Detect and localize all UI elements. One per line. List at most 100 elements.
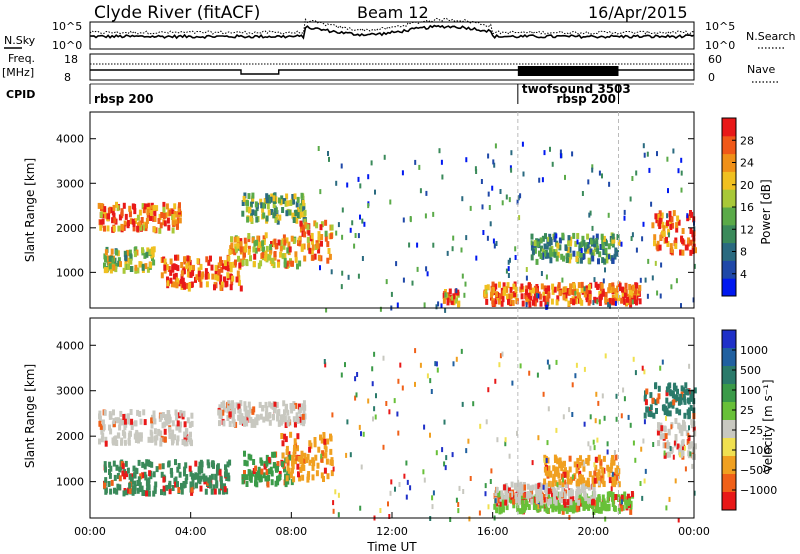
cell-0-17 — [129, 218, 133, 225]
cell-9-65 — [687, 407, 691, 414]
cell-9-22 — [657, 385, 661, 392]
sparse-63 — [416, 242, 419, 248]
cell-9-5 — [677, 219, 681, 226]
sparse-109 — [507, 266, 510, 272]
cell-7-249 — [568, 288, 572, 295]
noise-search-line — [89, 17, 695, 35]
cell-1-112 — [115, 464, 119, 471]
cell-6-170 — [535, 497, 539, 504]
cell-7-192 — [528, 301, 532, 308]
cell-1-25 — [143, 463, 147, 470]
cell-5-111 — [623, 491, 627, 498]
cell-5-51 — [315, 242, 319, 249]
cell-7-187 — [533, 300, 537, 307]
cell-0-14 — [155, 205, 159, 212]
cell-2-3 — [167, 266, 171, 272]
cell-5-31 — [324, 219, 328, 226]
cell-7-264 — [632, 284, 635, 291]
cell-4-4 — [261, 206, 265, 213]
sparse-68 — [353, 243, 356, 249]
cell-7-47 — [524, 293, 528, 299]
cell-7-184 — [623, 298, 627, 305]
cell-8-40 — [568, 246, 572, 253]
cell-3-113 — [228, 249, 232, 255]
cell-0-107 — [128, 211, 132, 218]
cell-2-22 — [199, 263, 203, 270]
sparse-63 — [430, 389, 433, 394]
sparse-95 — [537, 293, 540, 299]
cell-8-85 — [549, 239, 553, 246]
cell-0-97 — [134, 420, 137, 427]
cell-6-8 — [494, 490, 498, 497]
sparse-41 — [540, 271, 543, 276]
cell-4-20 — [285, 193, 289, 200]
cell-4-48 — [269, 196, 273, 203]
cpid-program-2: rbsp 200 — [557, 92, 616, 106]
cell-2-109 — [224, 281, 228, 288]
cell-7-99 — [579, 455, 582, 462]
cell-6-155 — [528, 492, 532, 499]
cell-1-192 — [207, 462, 211, 469]
sparse-76 — [634, 370, 637, 376]
cell-2-99 — [249, 416, 253, 423]
cell-3-55 — [249, 255, 252, 262]
cell-8-66 — [680, 430, 684, 437]
cell-7-233 — [638, 285, 642, 291]
cell-0-69 — [150, 205, 154, 212]
cell-6-149 — [495, 487, 499, 493]
cell-8-143 — [535, 258, 539, 265]
sparse-87 — [489, 221, 492, 227]
cell-8-147 — [611, 233, 615, 240]
cell-4-16 — [291, 467, 294, 474]
cell-2-78 — [254, 417, 258, 424]
sparse-153 — [615, 393, 618, 399]
sparse-47 — [484, 491, 487, 497]
cell-7-267 — [535, 288, 539, 295]
cell-2-136 — [296, 417, 300, 424]
cell-9-63 — [676, 215, 680, 222]
cell-1-78 — [104, 249, 108, 256]
cell-8-106 — [553, 232, 557, 239]
cell-6-158 — [523, 484, 526, 491]
cell-3-73 — [257, 242, 261, 248]
cell-1-163 — [219, 476, 223, 483]
power-cbar-seg-2 — [722, 242, 736, 261]
cell-7-271 — [623, 292, 627, 299]
cell-0-37 — [111, 217, 115, 224]
cell-5-227 — [497, 491, 501, 498]
sparse-81 — [460, 247, 463, 253]
cell-1-140 — [161, 463, 165, 470]
sparse-110 — [335, 230, 338, 236]
sparse-150 — [609, 303, 611, 309]
sparse-6 — [507, 259, 510, 265]
sparse-120 — [555, 359, 558, 365]
cell-0-123 — [164, 415, 168, 422]
sparse-166 — [604, 516, 607, 522]
cell-5-94 — [606, 496, 610, 503]
cell-8-47 — [682, 425, 686, 431]
cell-2-63 — [192, 264, 195, 271]
date-title: 16/Apr/2015 — [588, 3, 688, 22]
cell-7-62 — [568, 466, 572, 473]
cell-5-38 — [565, 507, 569, 514]
cell-0-98 — [150, 436, 154, 443]
cell-4-88 — [299, 466, 303, 473]
cell-3-109 — [264, 232, 268, 239]
cell-2-58 — [188, 265, 192, 272]
cell-4-18 — [298, 475, 302, 482]
sparse-43 — [545, 274, 548, 280]
cell-1-172 — [118, 475, 122, 482]
cell-2-149 — [268, 419, 272, 426]
cell-4-25 — [285, 456, 289, 463]
sparse-202 — [379, 508, 382, 513]
cell-1-219 — [103, 461, 107, 468]
cell-2-105 — [176, 278, 180, 285]
cell-3-61 — [252, 246, 256, 253]
cell-1-158 — [109, 488, 113, 495]
cell-8-46 — [566, 246, 570, 253]
cell-6-97 — [530, 498, 534, 505]
cell-0-141 — [165, 203, 169, 210]
cell-1-198 — [224, 470, 228, 477]
cell-3-121 — [294, 256, 298, 263]
cell-1-154 — [139, 486, 142, 493]
